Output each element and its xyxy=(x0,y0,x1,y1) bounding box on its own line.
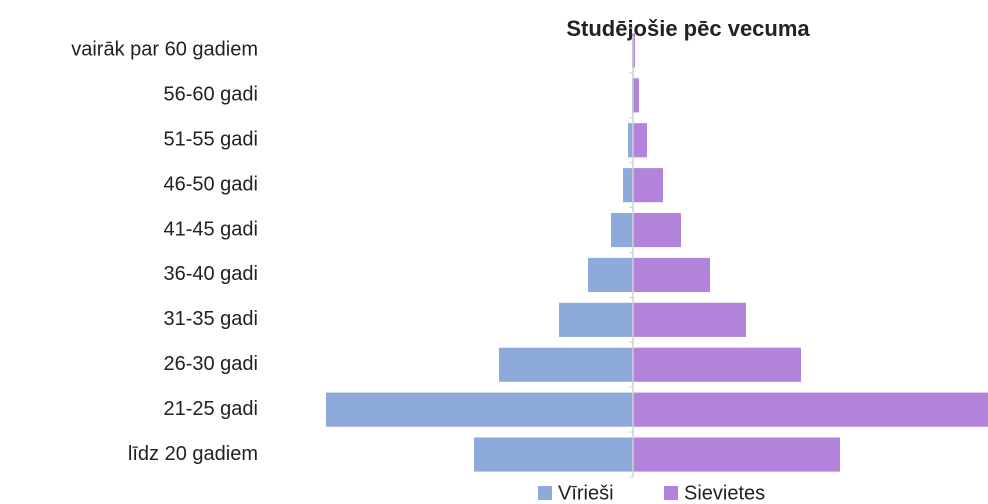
bar xyxy=(633,78,639,113)
y-tick-label: 56-60 gadi xyxy=(163,84,258,106)
bar xyxy=(633,33,635,68)
y-tick-label: 31-35 gadi xyxy=(163,308,258,330)
legend-label: Vīrieši xyxy=(558,482,614,504)
bar xyxy=(633,392,988,427)
bar xyxy=(633,257,710,293)
y-tick-label: 51-55 gadi xyxy=(163,129,258,151)
bar xyxy=(499,347,633,382)
bar xyxy=(474,437,633,472)
bar xyxy=(633,437,840,472)
y-tick-label: līdz 20 gadiem xyxy=(128,443,258,465)
bar xyxy=(633,212,681,248)
legend-swatch xyxy=(664,486,678,500)
y-tick-label: 36-40 gadi xyxy=(163,263,258,285)
y-tick-label: 21-25 gadi xyxy=(163,398,258,420)
bar xyxy=(623,168,633,203)
y-tick-label: vairāk par 60 gadiem xyxy=(71,39,258,61)
bar xyxy=(628,123,633,158)
bar xyxy=(633,168,663,203)
bar xyxy=(611,212,633,248)
legend-swatch xyxy=(538,486,552,500)
legend-label: Sievietes xyxy=(684,482,765,504)
chart-title: Studējošie pēc vecuma xyxy=(566,16,810,41)
y-tick-label: 26-30 gadi xyxy=(163,353,258,375)
y-tick-label: 41-45 gadi xyxy=(163,218,258,240)
bar xyxy=(326,392,633,427)
bar xyxy=(559,302,633,337)
bar xyxy=(588,257,633,293)
bar xyxy=(633,347,801,382)
bar xyxy=(633,302,746,337)
bar xyxy=(633,123,647,158)
y-tick-label: 46-50 gadi xyxy=(163,173,258,195)
